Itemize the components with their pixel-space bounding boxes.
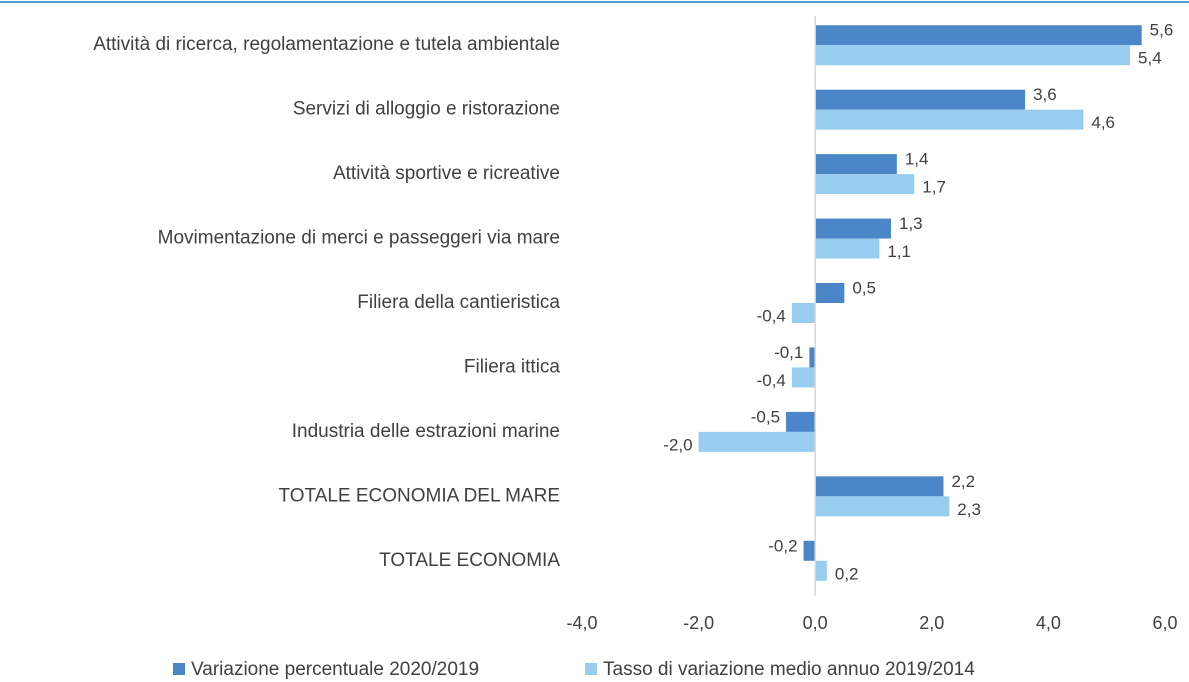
- bar: [815, 25, 1142, 46]
- bar: [803, 540, 816, 561]
- bar: [786, 411, 816, 432]
- bar: [815, 109, 1084, 130]
- bar: [815, 238, 880, 259]
- category-label: Filiera ittica: [464, 356, 561, 377]
- data-label: 2,2: [951, 472, 975, 491]
- bar: [815, 496, 950, 517]
- legend-swatch: [585, 663, 597, 675]
- x-tick-label: 0,0: [803, 613, 828, 633]
- category-label: Movimentazione di merci e passeggeri via…: [158, 228, 560, 249]
- data-label: -0,4: [757, 371, 786, 390]
- bar: [815, 174, 915, 195]
- bar: [791, 367, 816, 388]
- legend-label: Tasso di variazione medio annuo 2019/201…: [603, 659, 975, 680]
- x-tick-label: -2,0: [683, 613, 714, 633]
- data-label: 1,3: [899, 214, 923, 233]
- x-tick-label: 4,0: [1036, 613, 1061, 633]
- x-tick-label: 6,0: [1152, 613, 1177, 633]
- data-label: -2,0: [663, 435, 692, 454]
- data-label: 1,1: [887, 242, 911, 261]
- data-label: 1,4: [905, 150, 929, 169]
- data-label: -0,5: [751, 407, 780, 426]
- category-label: Attività sportive e ricreative: [333, 163, 560, 184]
- x-tick-label: 2,0: [919, 613, 944, 633]
- legend-label: Variazione percentuale 2020/2019: [191, 659, 479, 680]
- category-label: TOTALE ECONOMIA: [379, 550, 560, 571]
- bar: [815, 154, 897, 175]
- data-label: -0,2: [768, 536, 797, 555]
- data-label: 3,6: [1033, 85, 1057, 104]
- data-label: 2,3: [957, 500, 981, 519]
- bar: [791, 303, 816, 323]
- data-label: -0,1: [774, 343, 803, 362]
- category-label: TOTALE ECONOMIA DEL MARE: [278, 485, 560, 506]
- bar: [815, 560, 827, 581]
- bar: [815, 89, 1026, 110]
- bar: [815, 45, 1131, 66]
- data-label: -0,4: [757, 306, 786, 325]
- bar: [815, 218, 891, 239]
- category-label: Servizi di alloggio e ristorazione: [293, 99, 560, 120]
- legend-swatch: [173, 663, 185, 675]
- data-label: 1,7: [922, 178, 946, 197]
- data-label: 0,2: [835, 564, 859, 583]
- data-label: 4,6: [1091, 113, 1115, 132]
- data-label: 5,4: [1138, 49, 1162, 68]
- data-label: 0,5: [852, 278, 876, 297]
- bar: [698, 431, 816, 452]
- bar: [815, 283, 845, 303]
- bar: [815, 476, 944, 497]
- x-tick-label: -4,0: [566, 613, 597, 633]
- category-label: Filiera della cantieristica: [357, 292, 560, 313]
- category-label: Industria delle estrazioni marine: [292, 421, 560, 442]
- bar: [809, 347, 816, 368]
- data-label: 5,6: [1150, 21, 1174, 40]
- category-label: Attività di ricerca, regolamentazione e …: [93, 34, 560, 55]
